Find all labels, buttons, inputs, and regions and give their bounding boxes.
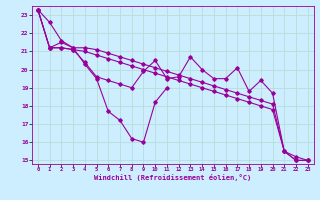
X-axis label: Windchill (Refroidissement éolien,°C): Windchill (Refroidissement éolien,°C): [94, 174, 252, 181]
